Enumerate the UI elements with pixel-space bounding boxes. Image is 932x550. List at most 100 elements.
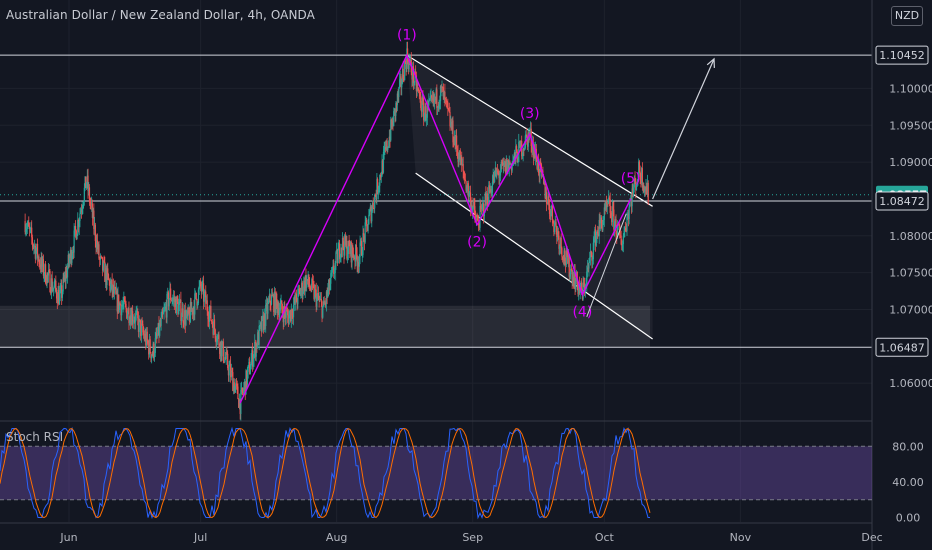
candle-body — [442, 86, 444, 88]
candle-body — [645, 186, 647, 191]
candle-body — [395, 102, 397, 116]
candle-body — [605, 201, 607, 210]
candle-body — [629, 201, 631, 207]
candle-body — [141, 323, 143, 325]
candle-body — [61, 291, 64, 298]
candle-body — [255, 343, 257, 357]
candle-body — [287, 315, 289, 325]
candle-body — [138, 319, 140, 332]
candle-body — [573, 276, 575, 287]
candle-body — [616, 234, 618, 237]
candle-body — [554, 222, 556, 224]
candle-body — [352, 253, 355, 259]
candle-body — [322, 301, 325, 307]
candle-body — [635, 181, 637, 191]
currency-badge[interactable]: NZD — [891, 6, 923, 26]
candle-body — [565, 250, 567, 265]
candle-body — [251, 350, 253, 361]
candle-body — [548, 196, 550, 205]
candle-body — [72, 252, 74, 253]
candle-body — [459, 150, 461, 166]
candle-body — [566, 250, 568, 255]
candle-body — [314, 289, 317, 291]
candle-body — [478, 225, 480, 228]
candle-body — [531, 146, 533, 151]
candle-body — [76, 234, 78, 240]
candle-body — [403, 78, 405, 81]
candle-body — [223, 360, 225, 362]
time-tick-label: Jun — [59, 531, 77, 544]
candle-body — [571, 270, 573, 284]
candle-body — [238, 399, 240, 408]
candle-body — [585, 284, 587, 286]
candle-body — [118, 302, 121, 311]
candle-body — [355, 244, 358, 255]
candle-body — [452, 120, 454, 143]
candle-body — [123, 297, 125, 305]
candle-body — [259, 325, 261, 327]
candle-body — [583, 284, 586, 292]
candle-body — [491, 182, 494, 193]
price-tick-label: 1.09500 — [889, 119, 932, 132]
candle-body — [92, 210, 94, 218]
candle-body — [224, 357, 226, 362]
candle-body — [204, 291, 206, 294]
candle-body — [207, 311, 209, 320]
candle-body — [636, 182, 638, 184]
candle-body — [471, 204, 473, 213]
time-tick-label: Dec — [861, 531, 882, 544]
candle-body — [270, 303, 272, 305]
candle-body — [368, 210, 371, 215]
candle-body — [47, 270, 50, 276]
candle-body — [415, 71, 417, 76]
candle-body — [557, 231, 559, 236]
candle-body — [378, 185, 380, 189]
candle-body — [489, 188, 491, 193]
candle-body — [153, 352, 156, 358]
candle-body — [290, 309, 292, 322]
candle-body — [345, 240, 347, 246]
candle-body — [294, 296, 296, 303]
candle-body — [316, 296, 318, 307]
candle-body — [604, 207, 606, 210]
candle-body — [151, 354, 153, 359]
candle-body — [446, 100, 448, 103]
candle-body — [462, 163, 464, 171]
candle-body — [276, 293, 278, 302]
candle-body — [307, 274, 309, 282]
candle-body — [178, 301, 181, 305]
candle-body — [513, 157, 515, 162]
candle-body — [163, 309, 165, 313]
candle-body — [311, 279, 313, 291]
candle-body — [189, 302, 192, 322]
wave-label: (3) — [520, 106, 540, 122]
candle-body — [591, 252, 593, 261]
candle-body — [190, 302, 192, 312]
candle-body — [504, 161, 506, 166]
candle-body — [35, 250, 37, 259]
candle-body — [532, 143, 534, 158]
candle-body — [435, 89, 437, 101]
candle-body — [643, 186, 646, 193]
candle-body — [463, 170, 465, 176]
candle-body — [87, 175, 89, 191]
candle-body — [341, 237, 344, 250]
candle-body — [121, 306, 123, 316]
candle-body — [347, 240, 349, 255]
candle-body — [226, 352, 228, 354]
candle-body — [420, 108, 423, 112]
candle-body — [78, 220, 80, 227]
candle-body — [580, 282, 582, 289]
candle-body — [110, 279, 113, 285]
candle-body — [455, 135, 457, 146]
candle-body — [292, 315, 294, 318]
candle-body — [595, 235, 597, 246]
candle-body — [251, 350, 254, 367]
candle-body — [485, 193, 487, 204]
candle-body — [105, 268, 107, 285]
candle-body — [306, 279, 308, 288]
candle-body — [46, 273, 48, 285]
candle-body — [333, 265, 335, 274]
